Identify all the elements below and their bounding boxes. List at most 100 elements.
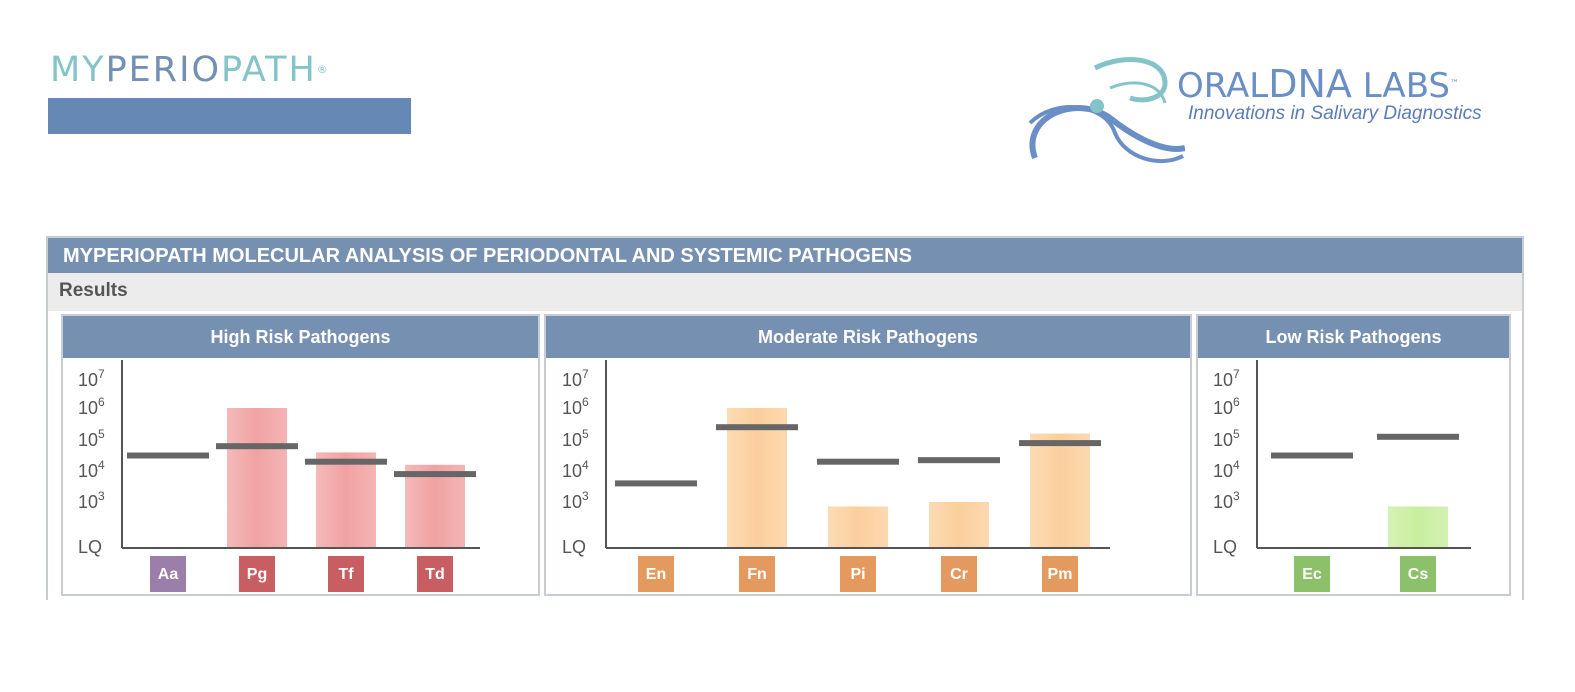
brand-oral: ORAL <box>1177 66 1269 106</box>
y-tick-label: 107 <box>562 367 589 390</box>
y-tick-exponent: 3 <box>1233 489 1240 503</box>
y-tick-exponent: 3 <box>582 489 589 503</box>
y-tick-label: 107 <box>1213 367 1240 390</box>
y-tick-label: 105 <box>562 427 589 450</box>
high-risk-chart: LQ 103 104 105 106 107 Aa Pg Tf Td <box>78 360 480 592</box>
badge-cs <box>1400 556 1436 592</box>
panel-title: High Risk Pathogens <box>63 316 538 358</box>
threshold-pm <box>1019 440 1101 447</box>
y-tick-exponent: 7 <box>582 367 589 381</box>
myperiopath-wordmark: MYPERIOPATH® <box>50 50 330 90</box>
y-tick-label: 104 <box>562 458 589 481</box>
bar-pg <box>227 408 287 547</box>
y-tick-label: 103 <box>562 489 589 512</box>
category-label: Pi <box>850 566 865 583</box>
y-tick-label: 106 <box>562 395 589 418</box>
threshold-ec <box>1271 452 1353 459</box>
y-tick-exponent: 4 <box>1233 458 1240 472</box>
y-tick-exponent: 7 <box>98 367 105 381</box>
y-tick-label: LQ <box>1213 537 1237 557</box>
y-tick-exponent: 4 <box>582 458 589 472</box>
category-label: Pg <box>247 566 267 583</box>
y-tick-label: 106 <box>78 395 105 418</box>
moderate-risk-chart: LQ 103 104 105 106 107 En Fn Pi Cr Pm <box>562 360 1110 592</box>
bar-pm <box>1030 433 1090 547</box>
badge-aa <box>150 556 186 592</box>
y-tick-exponent: 6 <box>1233 395 1240 409</box>
category-label: Cr <box>950 566 968 583</box>
category-label: Tf <box>338 566 354 583</box>
category-label: Fn <box>747 566 767 583</box>
category-label: Td <box>425 566 445 583</box>
logo-path: PATH <box>221 50 317 90</box>
bar-fn <box>727 408 787 547</box>
threshold-en <box>615 480 697 487</box>
y-tick-exponent: 6 <box>98 395 105 409</box>
badge-td <box>417 556 453 592</box>
y-tick-label: LQ <box>78 537 102 557</box>
y-tick-label: 107 <box>78 367 105 390</box>
oraldna-logo: ORALDNA LABS™ Innovations in Salivary Di… <box>1015 48 1525 183</box>
report-title: MYPERIOPATH MOLECULAR ANALYSIS OF PERIOD… <box>48 238 1522 273</box>
y-tick-label: LQ <box>562 537 586 557</box>
bar-cs <box>1388 506 1448 547</box>
report-section: MYPERIOPATH MOLECULAR ANALYSIS OF PERIOD… <box>46 236 1524 600</box>
brand-dna: DNA <box>1268 62 1352 106</box>
y-tick-exponent: 7 <box>1233 367 1240 381</box>
y-tick-label: 104 <box>78 458 105 481</box>
y-tick-exponent: 3 <box>98 489 105 503</box>
bar-td <box>405 464 465 547</box>
threshold-cr <box>918 457 1000 464</box>
threshold-fn <box>716 424 798 431</box>
y-tick-exponent: 5 <box>98 427 105 441</box>
badge-pg <box>239 556 275 592</box>
dna-swirl-icon <box>1028 57 1186 164</box>
bar-cr <box>929 502 989 547</box>
badge-pm <box>1042 556 1078 592</box>
low-risk-panel: Low Risk Pathogens LQ 103 104 105 106 107 Ec Cs <box>1196 314 1511 596</box>
threshold-pi <box>817 458 899 465</box>
brand-tagline: Innovations in Salivary Diagnostics <box>1188 103 1482 124</box>
high-risk-panel: High Risk Pathogens LQ 103 104 105 106 107 Aa P… <box>61 314 540 596</box>
moderate-risk-panel: Moderate Risk Pathogens LQ 103 104 105 106 10… <box>544 314 1192 596</box>
results-heading: Results <box>48 273 1522 311</box>
y-tick-label: 105 <box>78 427 105 450</box>
bar-pi <box>828 506 888 547</box>
badge-tf <box>328 556 364 592</box>
low-risk-chart: LQ 103 104 105 106 107 Ec Cs <box>1213 360 1471 592</box>
logo-my: MY <box>50 50 106 90</box>
myperiopath-logo: MYPERIOPATH® <box>50 50 330 90</box>
badge-en <box>638 556 674 592</box>
y-tick-label: 103 <box>78 489 105 512</box>
y-tick-exponent: 5 <box>1233 427 1240 441</box>
y-tick-label: 103 <box>1213 489 1240 512</box>
y-tick-label: 105 <box>1213 427 1240 450</box>
panel-title: Low Risk Pathogens <box>1198 316 1509 358</box>
oraldna-wordmark: ORALDNA LABS™ <box>1177 64 1459 106</box>
category-label: Aa <box>158 566 179 583</box>
category-label: Cs <box>1408 566 1429 583</box>
y-tick-exponent: 5 <box>582 427 589 441</box>
y-tick-exponent: 6 <box>582 395 589 409</box>
y-tick-label: 106 <box>1213 395 1240 418</box>
badge-cr <box>941 556 977 592</box>
panel-title: Moderate Risk Pathogens <box>546 316 1190 358</box>
y-tick-label: 104 <box>1213 458 1240 481</box>
category-label: Pm <box>1048 566 1073 583</box>
badge-pi <box>840 556 876 592</box>
logo-bar <box>48 98 411 134</box>
category-label: En <box>646 566 666 583</box>
threshold-cs <box>1377 433 1459 440</box>
bar-tf <box>316 452 376 547</box>
brand-labs: LABS <box>1351 66 1451 106</box>
threshold-tf <box>305 458 387 465</box>
logo-perio: PERIO <box>105 50 221 90</box>
threshold-aa <box>127 452 209 459</box>
brand-tm: ™ <box>1450 79 1460 89</box>
category-label: Ec <box>1302 566 1322 583</box>
threshold-td <box>394 471 476 478</box>
threshold-pg <box>216 443 298 450</box>
badge-fn <box>739 556 775 592</box>
badge-ec <box>1294 556 1330 592</box>
y-tick-exponent: 4 <box>98 458 105 472</box>
